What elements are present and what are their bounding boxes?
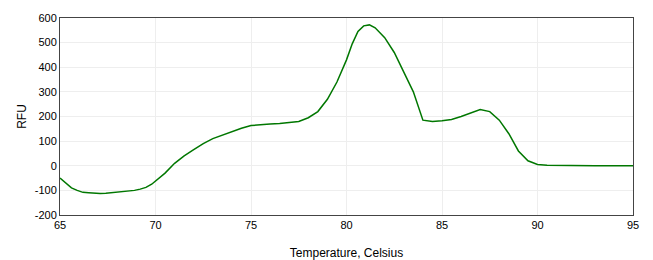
svg-text:75: 75	[245, 219, 257, 231]
svg-text:200: 200	[38, 110, 56, 122]
svg-text:95: 95	[627, 219, 639, 231]
svg-text:-200: -200	[35, 209, 57, 221]
svg-text:0: 0	[51, 160, 57, 172]
svg-text:65: 65	[54, 219, 66, 231]
svg-text:RFU: RFU	[15, 104, 29, 129]
svg-text:400: 400	[38, 61, 56, 73]
svg-text:100: 100	[38, 135, 56, 147]
svg-text:600: 600	[38, 12, 56, 24]
svg-text:85: 85	[436, 219, 448, 231]
svg-text:80: 80	[340, 219, 352, 231]
svg-text:90: 90	[531, 219, 543, 231]
svg-text:Temperature, Celsius: Temperature, Celsius	[290, 246, 403, 260]
svg-text:70: 70	[149, 219, 161, 231]
svg-text:300: 300	[38, 86, 56, 98]
svg-text:500: 500	[38, 36, 56, 48]
svg-text:-100: -100	[35, 184, 57, 196]
